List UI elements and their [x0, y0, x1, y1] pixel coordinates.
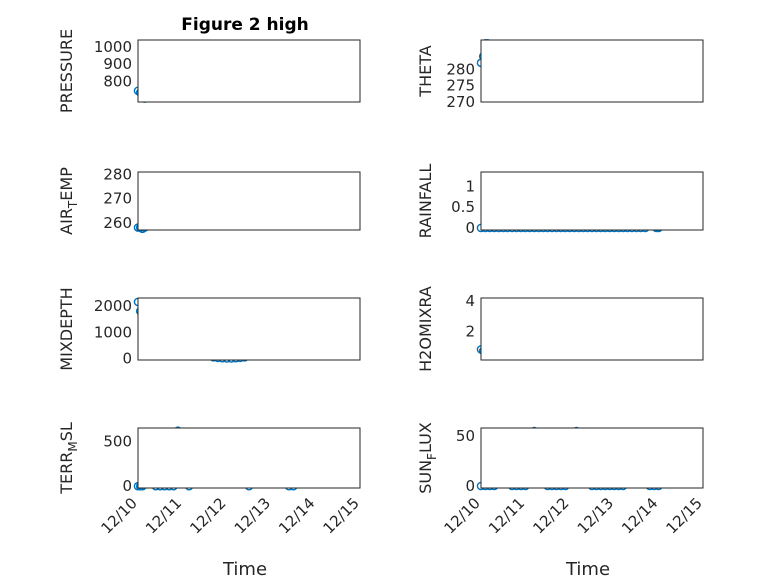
x-axis-label-left: Time: [222, 559, 267, 580]
y-tick-label: 270: [103, 190, 132, 208]
axes-frame: [480, 39, 704, 103]
figure-title: Figure 2 high: [181, 15, 309, 35]
y-axis-label-rest: SL: [57, 422, 76, 441]
y-axis-label: THETA: [416, 45, 435, 97]
y-axis-label-rest: EMP: [57, 167, 76, 201]
y-axis-label-main: PRESSURE: [57, 29, 76, 113]
y-tick-label: 0.5: [451, 198, 475, 216]
axes-frame: [480, 297, 704, 361]
axes-frame: [480, 427, 704, 489]
y-axis-label-main: THETA: [416, 45, 435, 97]
y-tick-label: 0: [122, 477, 132, 495]
y-axis-label-subscript: M: [66, 441, 80, 451]
y-axis-label: AIRTEMP: [57, 167, 80, 235]
y-tick-label: 280: [446, 60, 475, 78]
y-tick-label: 1000: [94, 323, 132, 341]
subplot-h2omixra: 2 4 H2OMIXRA: [416, 286, 704, 372]
subplot-rainfall: 0 0.5 1 RAINFALL: [416, 164, 704, 239]
subplot-mixdepth: 0 1000 2000 MIXDEPTH: [57, 287, 361, 371]
axes-frame: [137, 297, 361, 361]
y-tick-label: 4: [465, 292, 475, 310]
y-axis-label: MIXDEPTH: [57, 287, 76, 370]
y-axis-label-main: SUN: [416, 460, 435, 494]
y-tick-label: 0: [122, 350, 132, 368]
y-axis-label-main: TERR: [57, 452, 76, 495]
y-axis-label-main: RAINFALL: [416, 164, 435, 239]
axes-frame: [137, 171, 361, 231]
y-tick-label: 0: [465, 219, 475, 237]
axes-frame: [137, 427, 361, 489]
axes-frame: [137, 39, 361, 103]
y-tick-label: 2000: [94, 297, 132, 315]
y-axis-label-main: MIXDEPTH: [57, 287, 76, 370]
y-tick-label: 270: [446, 93, 475, 111]
y-tick-label: 1: [465, 178, 475, 196]
y-tick-label: 1000: [94, 38, 132, 56]
subplot-air-temp: 260 270 280 AIRTEMP: [57, 165, 361, 235]
x-axis-label-right: Time: [565, 559, 610, 580]
y-axis-label: SUNFLUX: [416, 422, 439, 494]
y-axis-label: RAINFALL: [416, 164, 435, 239]
y-axis-label: H2OMIXRA: [416, 286, 435, 372]
y-tick-label: 260: [103, 214, 132, 232]
y-tick-label: 50: [456, 427, 475, 445]
y-axis-label-subscript: T: [66, 200, 80, 209]
y-tick-label: 0: [465, 477, 475, 495]
y-axis-label-main: AIR: [57, 208, 76, 235]
y-axis-label-main: H2OMIXRA: [416, 286, 435, 372]
y-tick-label: 2: [465, 322, 475, 340]
y-axis-label-rest: LUX: [416, 422, 435, 453]
y-tick-label: 900: [103, 55, 132, 73]
y-tick-label: 800: [103, 72, 132, 90]
y-tick-label: 280: [103, 165, 132, 183]
y-axis-label-subscript: F: [425, 453, 439, 460]
y-tick-label: 500: [103, 432, 132, 450]
y-axis-label: TERRMSL: [57, 422, 80, 495]
y-axis-label: PRESSURE: [57, 29, 76, 113]
axes-frame: [480, 171, 704, 231]
y-tick-label: 275: [446, 77, 475, 95]
